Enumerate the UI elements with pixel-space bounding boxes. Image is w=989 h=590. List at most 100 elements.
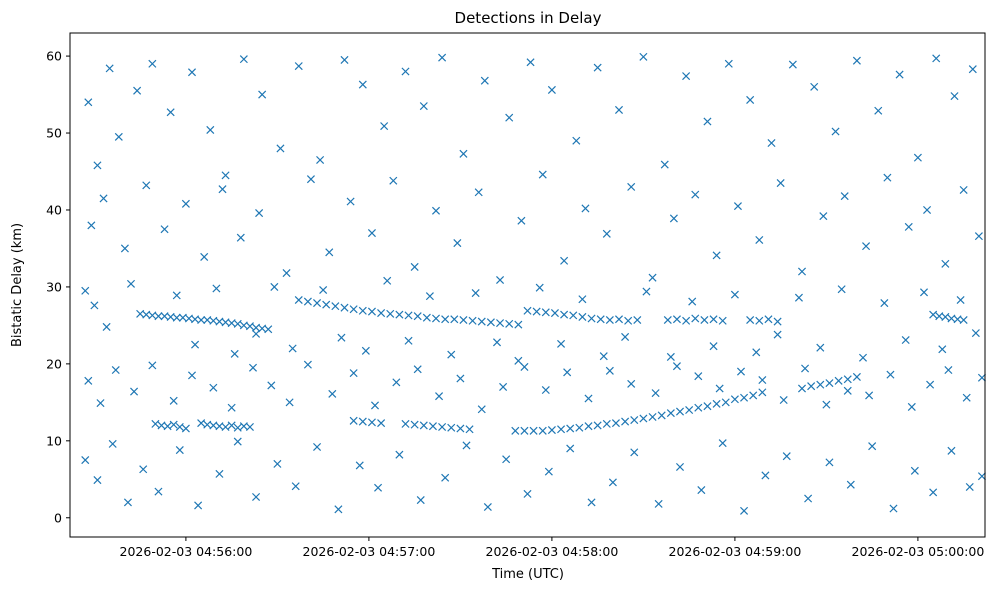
data-point: [392, 378, 401, 387]
data-point: [139, 465, 148, 474]
data-point: [413, 365, 422, 374]
data-point: [84, 376, 93, 385]
data-point: [733, 202, 742, 211]
data-point: [547, 426, 556, 435]
x-tick-label: 2026-02-03 04:56:00: [120, 544, 253, 559]
data-point: [252, 492, 261, 502]
data-point: [166, 108, 175, 117]
data-point: [273, 459, 282, 468]
data-point: [709, 342, 718, 351]
data-point: [563, 368, 572, 377]
data-point: [691, 314, 700, 323]
data-point: [361, 346, 370, 355]
data-point: [410, 262, 419, 271]
data-point: [169, 396, 178, 405]
data-point: [288, 344, 297, 353]
data-point: [874, 106, 883, 115]
data-point: [477, 405, 486, 414]
data-point: [96, 399, 105, 408]
data-point: [587, 314, 596, 323]
data-point: [947, 446, 956, 455]
data-point: [904, 222, 913, 231]
data-point: [740, 506, 749, 515]
data-point: [724, 59, 733, 68]
data-point: [456, 424, 465, 433]
data-point: [944, 366, 953, 375]
data-point: [712, 251, 721, 260]
data-point: [587, 498, 596, 507]
data-point: [502, 455, 511, 464]
data-point: [901, 335, 910, 345]
data-point: [511, 426, 520, 435]
data-point: [120, 244, 129, 253]
data-point: [108, 439, 117, 448]
data-points: [81, 52, 986, 515]
data-point: [520, 362, 529, 371]
data-point: [825, 379, 834, 388]
data-point: [520, 426, 529, 435]
data-point: [700, 315, 709, 325]
data-point: [721, 398, 730, 407]
data-point: [923, 205, 932, 215]
data-point: [807, 382, 816, 391]
data-point: [236, 233, 245, 242]
data-point: [523, 489, 532, 498]
data-point: [358, 80, 367, 89]
data-point: [776, 179, 785, 188]
data-point: [627, 379, 636, 388]
data-point: [349, 369, 358, 378]
data-point: [441, 315, 450, 324]
data-point: [672, 362, 681, 371]
data-point: [148, 361, 157, 370]
data-point: [450, 315, 459, 324]
data-point: [389, 176, 398, 185]
data-point: [325, 248, 334, 257]
data-point: [480, 76, 489, 85]
data-point: [169, 420, 178, 429]
data-point: [468, 316, 477, 325]
data-point: [950, 92, 959, 101]
data-point: [358, 417, 367, 426]
data-point: [611, 419, 620, 428]
data-point: [535, 283, 544, 292]
data-point: [581, 204, 590, 213]
data-point: [660, 160, 669, 169]
data-point: [633, 315, 642, 325]
data-point: [810, 82, 819, 91]
data-point: [627, 182, 636, 191]
data-point: [154, 312, 163, 321]
data-point: [264, 325, 273, 334]
data-point: [200, 252, 209, 261]
y-tick-label: 10: [46, 433, 62, 448]
data-point: [313, 442, 322, 451]
data-point: [529, 426, 538, 435]
x-tick-label: 2026-02-03 04:59:00: [669, 544, 802, 559]
data-point: [258, 90, 267, 99]
data-point: [657, 411, 666, 420]
data-point: [846, 480, 855, 489]
data-point: [746, 315, 755, 325]
data-point: [291, 482, 300, 491]
y-tick-label: 50: [46, 126, 62, 141]
data-point: [962, 393, 971, 402]
data-point: [672, 315, 681, 324]
data-point: [517, 216, 526, 225]
data-point: [221, 171, 230, 180]
data-point: [148, 59, 157, 68]
data-point: [773, 317, 782, 326]
data-point: [575, 423, 584, 432]
y-tick-label: 40: [46, 202, 62, 217]
data-point: [377, 419, 386, 428]
data-point: [837, 285, 846, 294]
data-point: [730, 290, 739, 299]
data-point: [459, 315, 468, 325]
data-point: [486, 318, 495, 327]
data-point: [858, 353, 868, 362]
data-point: [471, 289, 480, 298]
data-point: [816, 380, 825, 389]
data-point: [331, 302, 340, 311]
data-point: [797, 267, 807, 276]
data-point: [428, 422, 437, 431]
data-point: [114, 132, 123, 141]
